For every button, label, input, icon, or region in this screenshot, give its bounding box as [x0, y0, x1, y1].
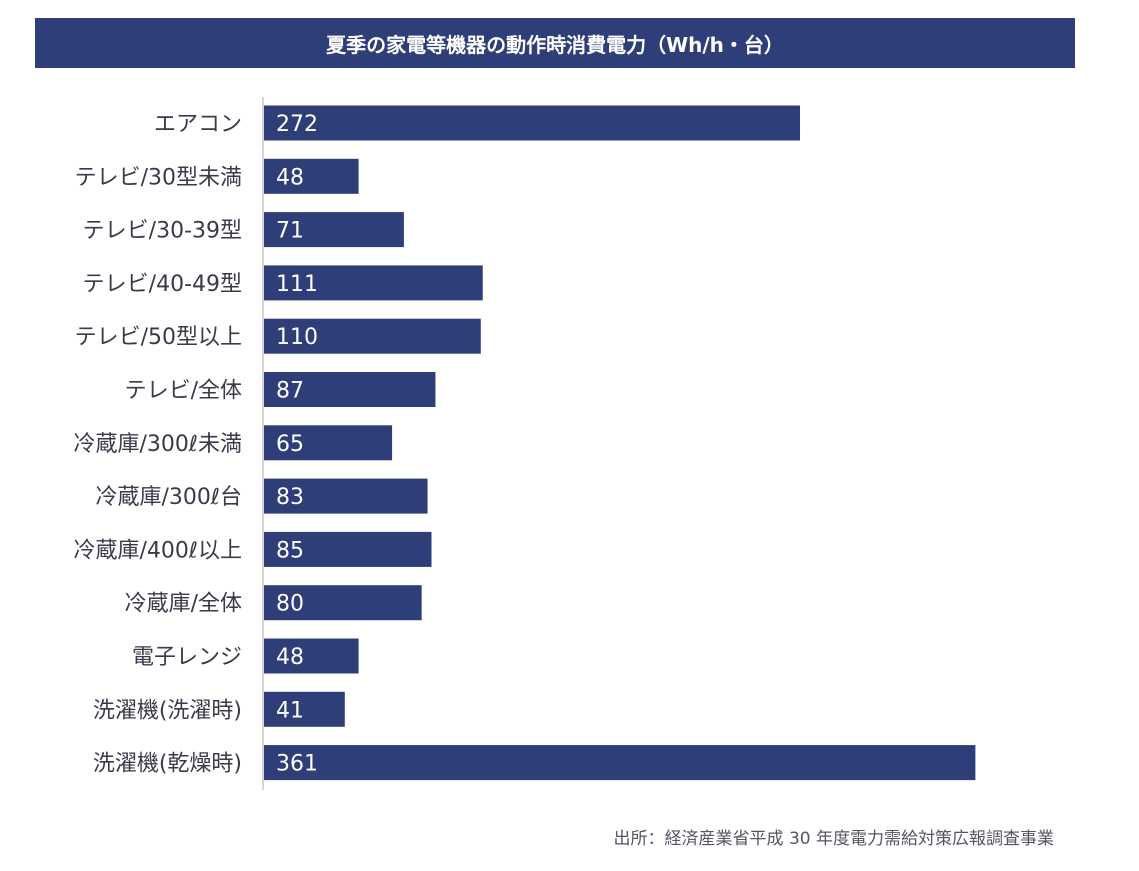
bar	[264, 265, 483, 301]
chart-title: 夏季の家電等機器の動作時消費電力（Wh/h・台）	[35, 18, 1075, 68]
data-label: 80	[276, 592, 304, 617]
data-label: 361	[276, 752, 318, 777]
data-label: 111	[276, 272, 318, 297]
category-label: 電子レンジ	[132, 645, 242, 670]
data-label: 71	[276, 219, 304, 244]
category-label: 冷蔵庫/400ℓ以上	[74, 538, 243, 563]
data-label: 48	[276, 165, 304, 190]
category-label: エアコン	[154, 112, 242, 137]
data-label: 48	[276, 645, 304, 670]
bar	[264, 318, 481, 354]
bar	[264, 212, 404, 248]
data-label: 83	[276, 485, 304, 510]
category-label: 冷蔵庫/全体	[125, 592, 242, 617]
category-label: テレビ/全体	[125, 379, 242, 404]
bar	[264, 158, 359, 194]
bar	[264, 372, 436, 407]
category-label: 洗濯機(乾燥時)	[93, 752, 242, 777]
data-label: 110	[276, 325, 318, 350]
bar	[264, 745, 976, 781]
category-label: 冷蔵庫/300ℓ台	[96, 485, 243, 510]
bar	[264, 478, 428, 514]
category-label: テレビ/50型以上	[75, 325, 242, 350]
data-label: 85	[276, 538, 304, 563]
data-label: 65	[276, 432, 304, 457]
bar	[264, 425, 393, 461]
category-label: テレビ/30型未満	[75, 165, 242, 190]
bar	[264, 105, 800, 141]
category-label: 洗濯機(洗濯時)	[93, 698, 242, 723]
source-note: 出所：経済産業省平成 30 年度電力需給対策広報調査事業	[613, 829, 1054, 849]
data-label: 87	[276, 379, 304, 404]
category-label: テレビ/40-49型	[83, 272, 242, 297]
category-label: 冷蔵庫/300ℓ未満	[74, 432, 243, 457]
bar	[264, 531, 432, 567]
category-label: テレビ/30-39型	[83, 219, 242, 244]
bar	[264, 691, 345, 727]
bar	[264, 585, 422, 621]
data-label: 272	[276, 112, 318, 137]
bar	[264, 638, 359, 674]
data-label: 41	[276, 698, 304, 723]
